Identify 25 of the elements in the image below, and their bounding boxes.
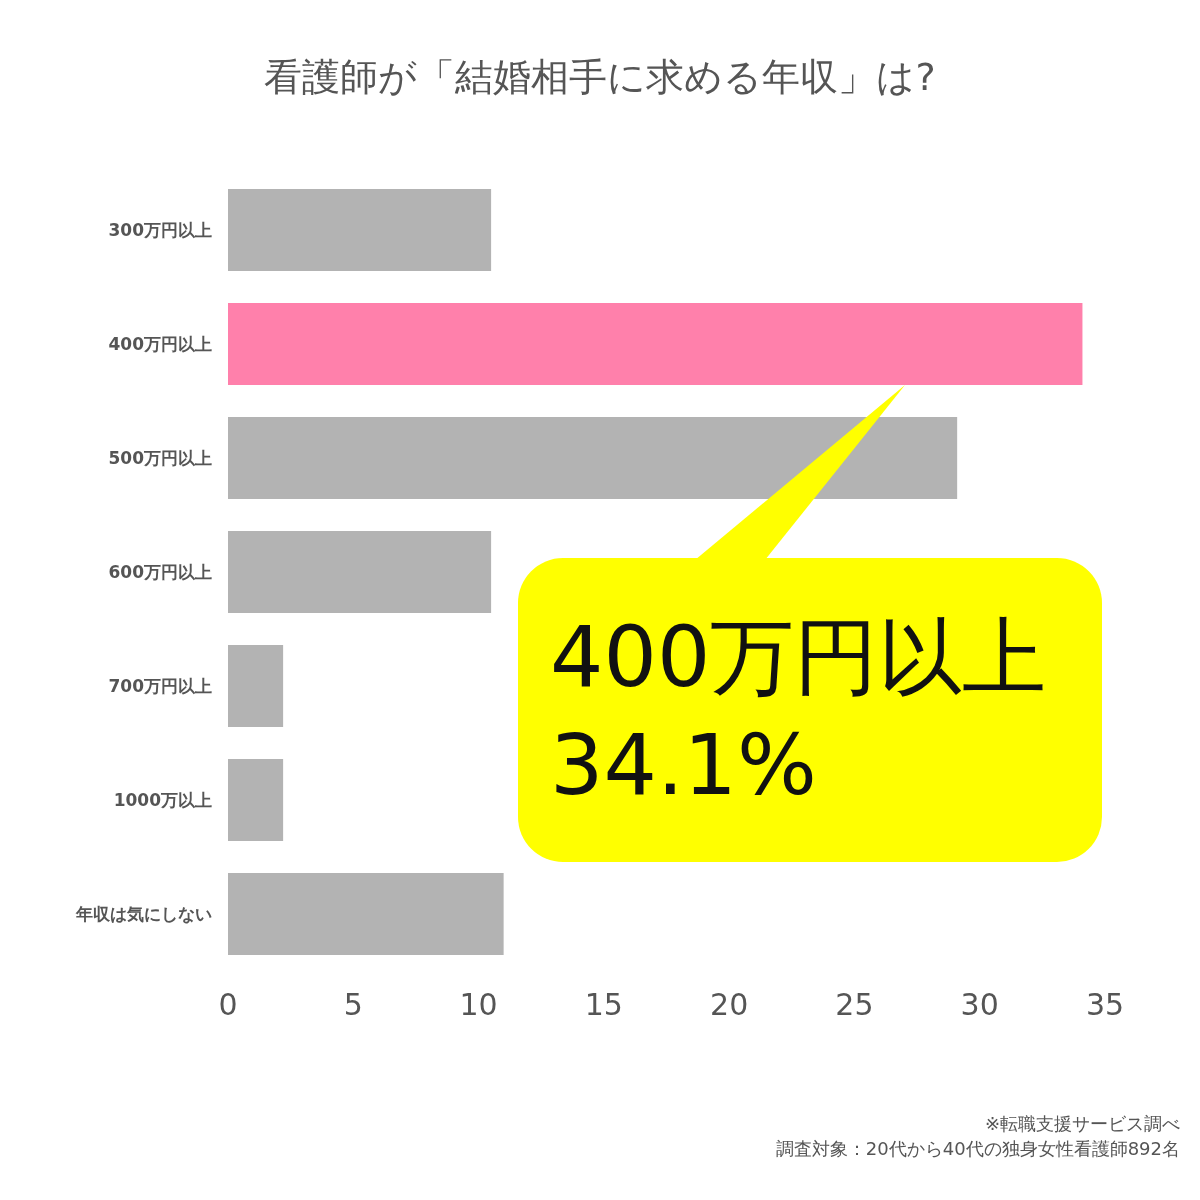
y-tick-label: 500万円以上 bbox=[108, 448, 212, 468]
chart-title: 看護師が「結婚相手に求める年収」は? bbox=[264, 55, 936, 99]
bar bbox=[228, 759, 284, 841]
y-tick-label: 年収は気にしない bbox=[75, 904, 212, 924]
x-tick-label: 5 bbox=[343, 987, 363, 1022]
y-tick-label: 300万円以上 bbox=[108, 220, 212, 240]
x-tick-label: 15 bbox=[584, 987, 623, 1022]
bar bbox=[228, 189, 492, 271]
bar bbox=[228, 873, 504, 955]
bar bbox=[228, 303, 1083, 385]
y-tick-label: 1000万以上 bbox=[113, 790, 212, 810]
y-tick-label: 600万円以上 bbox=[108, 562, 212, 582]
x-tick-label: 35 bbox=[1085, 987, 1125, 1022]
y-tick-label: 700万円以上 bbox=[108, 676, 212, 696]
x-tick-label: 30 bbox=[960, 987, 999, 1022]
bar bbox=[228, 531, 492, 613]
y-tick-label: 400万円以上 bbox=[108, 334, 212, 354]
x-tick-label: 25 bbox=[835, 987, 874, 1022]
text: ※転職支援サービス調べ bbox=[984, 1113, 1180, 1134]
x-tick-label: 20 bbox=[710, 987, 749, 1022]
bar bbox=[228, 645, 284, 727]
annotation: 400万円以上 34.1% bbox=[550, 608, 1047, 814]
text: 調査対象：20代から40代の独身女性看護師892名 bbox=[775, 1138, 1180, 1159]
x-tick-label: 0 bbox=[218, 987, 238, 1022]
x-tick-label: 10 bbox=[459, 987, 498, 1022]
